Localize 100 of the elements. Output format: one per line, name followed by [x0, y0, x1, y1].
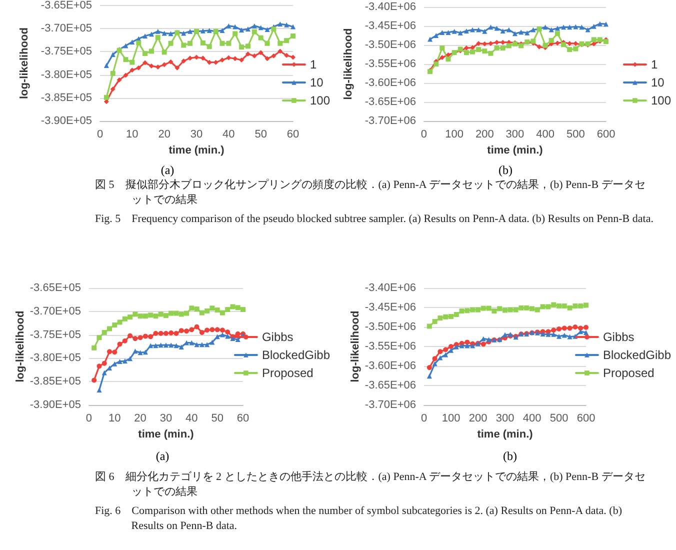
x-axis-title: time (min.): [138, 428, 194, 440]
point: [132, 348, 138, 354]
point: [578, 329, 584, 334]
text: (b): [502, 449, 518, 464]
x-tick-label: 200: [468, 412, 488, 424]
point: [432, 356, 438, 362]
point: [232, 56, 238, 62]
point: [290, 54, 296, 60]
y-tick-label: -3.65E+06: [364, 380, 416, 392]
point: [470, 27, 476, 32]
x-tick-label: 400: [522, 412, 542, 424]
point: [476, 47, 482, 52]
point: [284, 38, 290, 44]
point: [110, 52, 116, 57]
point: [488, 50, 494, 56]
point: [189, 340, 194, 346]
point: [184, 310, 190, 316]
point: [278, 21, 283, 26]
point: [232, 31, 238, 36]
point: [500, 46, 506, 51]
point: [200, 40, 206, 46]
point: [148, 334, 154, 340]
point: [494, 40, 500, 45]
y-tick-label: -3.70E+06: [364, 115, 416, 127]
point: [220, 332, 225, 338]
y-tick-label: -3.70E+06: [364, 399, 416, 411]
point: [128, 314, 133, 320]
point: [434, 33, 439, 38]
point: [492, 308, 497, 314]
point: [562, 332, 567, 338]
point: [153, 343, 158, 348]
point: [220, 328, 225, 333]
point: [452, 28, 457, 34]
point: [536, 44, 542, 50]
point: [579, 24, 584, 30]
point: [476, 27, 482, 32]
point: [220, 58, 225, 63]
point: [258, 25, 264, 30]
point: [226, 55, 232, 60]
x-tick-label: 60: [286, 128, 300, 140]
point: [542, 42, 548, 48]
x-tick-label: 600: [596, 128, 616, 140]
point: [200, 28, 206, 34]
point: [540, 332, 546, 337]
x-axis-title: time (min.): [487, 144, 544, 156]
x-tick-label: 20: [158, 128, 170, 140]
point: [102, 360, 107, 366]
point: [138, 350, 143, 356]
x-tick-label: 10: [126, 128, 138, 140]
x-tick-label: 400: [536, 128, 555, 140]
point: [123, 57, 128, 62]
point: [210, 306, 215, 311]
point: [458, 30, 463, 36]
legend-label: BlockedGibb: [602, 348, 672, 362]
point: [597, 21, 602, 26]
point: [123, 72, 128, 78]
point: [271, 53, 276, 58]
point: [130, 68, 135, 73]
point: [486, 336, 492, 342]
y-tick-label: -3.60E+06: [364, 77, 416, 89]
point: [584, 302, 588, 308]
point: [122, 338, 128, 344]
point: [130, 60, 135, 65]
point: [438, 355, 443, 360]
point: [142, 51, 148, 56]
point: [585, 27, 590, 32]
y-tick-label: -3.75E+05: [40, 46, 92, 58]
point: [240, 307, 246, 312]
point: [107, 326, 112, 332]
point: [220, 40, 225, 46]
point: [204, 342, 210, 348]
point: [464, 46, 469, 51]
x-axis-title: time (min.): [168, 144, 225, 156]
y-tick-label: -3.80E+05: [30, 352, 81, 364]
point: [142, 60, 148, 66]
point: [540, 304, 546, 310]
point: [96, 388, 102, 393]
point: [204, 328, 210, 333]
point: [278, 40, 283, 46]
point: [464, 340, 470, 345]
x-tick-label: 200: [475, 128, 494, 140]
point: [508, 307, 513, 312]
point: [158, 342, 164, 348]
y-tick-label: -3.90E+05: [40, 115, 92, 127]
point: [546, 332, 551, 337]
y-tick-label: -3.75E+05: [30, 328, 81, 341]
point: [464, 28, 469, 34]
x-tick-label: 30: [190, 128, 203, 140]
point: [434, 62, 439, 66]
point: [148, 64, 154, 69]
x-tick-label: 300: [506, 128, 524, 140]
legend-label: Proposed: [602, 366, 654, 380]
point: [155, 28, 160, 34]
point: [488, 24, 494, 30]
point: [214, 334, 220, 340]
point: [104, 99, 109, 104]
point: [178, 328, 184, 334]
y-tick-label: -3.80E+05: [40, 68, 92, 81]
point: [440, 55, 445, 60]
point: [591, 37, 596, 42]
